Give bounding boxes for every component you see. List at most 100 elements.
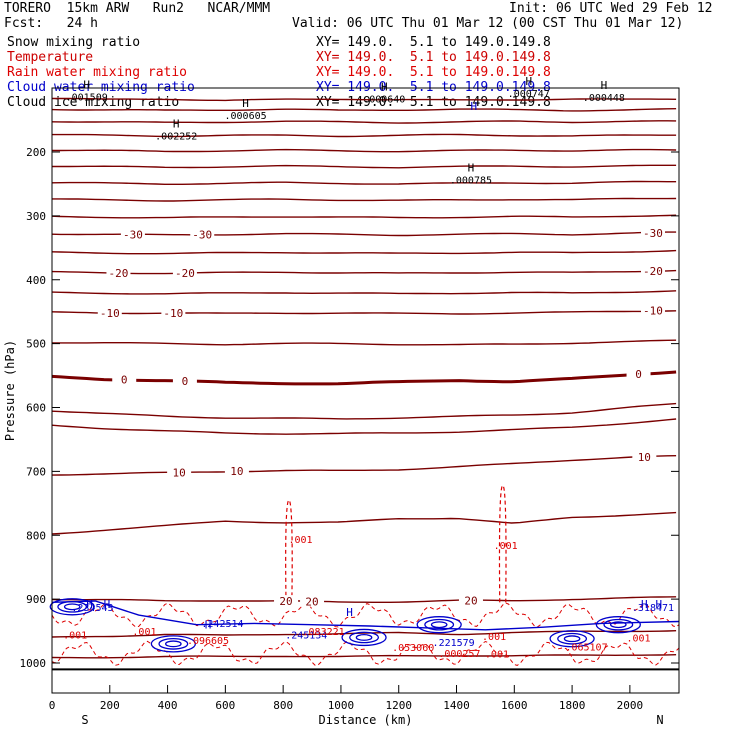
- x-tick-label: 1400: [443, 699, 470, 712]
- isotherm-label-bg: [300, 595, 325, 607]
- isotherm-label-bg: [640, 264, 665, 276]
- snow-max-marker: H: [173, 117, 180, 130]
- cloud-water-max-label: .242514: [201, 619, 243, 630]
- isotherm-line: [51, 511, 677, 535]
- isotherm-line: [51, 231, 677, 237]
- isotherm-line: [52, 197, 677, 202]
- cloud-water-max-label: .221579: [433, 638, 475, 649]
- isotherm-label-bg: [172, 375, 197, 387]
- cloud-water-cell: [609, 621, 627, 629]
- cloud-water-cell: [158, 637, 189, 650]
- x-tick-label: 1600: [501, 699, 528, 712]
- isotherm-label: 0: [121, 374, 128, 387]
- isotherm-label: 10: [638, 451, 651, 464]
- legend-field-extent: XY= 149.0. 5.1 to 149.0.149.8: [316, 50, 551, 65]
- rain-label: .001: [63, 630, 87, 641]
- snow-max-marker: H: [242, 97, 249, 110]
- x-tick-label: 800: [273, 699, 293, 712]
- y-tick-label: 700: [26, 465, 46, 478]
- cloud-water-max-label: .318471: [632, 603, 674, 614]
- y-tick-label: 400: [26, 274, 46, 287]
- isotherm-label-bg: [112, 373, 137, 385]
- valid-time: Valid: 06 UTC Thu 01 Mar 12 (00 CST Thu …: [292, 16, 684, 31]
- y-tick-label: 900: [26, 593, 46, 606]
- isotherm-label: -10: [100, 307, 120, 320]
- rain-contour: [51, 602, 680, 628]
- rain-label: .065107: [565, 642, 607, 653]
- y-tick-label: 800: [26, 529, 46, 542]
- x-tick-label: 1000: [328, 699, 355, 712]
- isotherm-label: 10: [173, 466, 186, 479]
- snow-max-marker: H: [525, 75, 532, 88]
- isotherm-label: 0: [635, 368, 642, 381]
- y-tick-label: 600: [26, 402, 46, 415]
- snow-max-label: .002252: [155, 131, 197, 142]
- cloud-water-layer: [49, 598, 680, 653]
- cloud-water-cell: [557, 632, 588, 645]
- x-tick-label: 600: [215, 699, 235, 712]
- isotherm-line: [51, 402, 677, 420]
- rain-label: .001: [485, 649, 509, 660]
- cloud-water-cell: [150, 635, 197, 653]
- cloud-water-cell: [57, 600, 88, 613]
- isotherm-label-bg: [632, 450, 657, 462]
- isotherm-label-bg: [274, 595, 299, 607]
- isotherm-label-bg: [106, 266, 131, 278]
- cloud-water-cell: [49, 598, 95, 616]
- snow-max-label: .000448: [583, 93, 625, 104]
- rain-spike: [285, 499, 293, 596]
- rain-label: .083221: [303, 627, 345, 638]
- snow-max-label: .000605: [225, 111, 267, 122]
- isotherm-line: [51, 290, 677, 295]
- y-tick-label: 500: [26, 338, 46, 351]
- isotherm-label: 10: [230, 465, 243, 478]
- isotherm-line: [52, 148, 677, 153]
- snow-max-label: .000640: [363, 94, 405, 105]
- cloud-water-max-label: .234543: [71, 603, 113, 614]
- isotherm-label: -10: [643, 305, 663, 318]
- cloud-water-cell: [424, 618, 455, 631]
- isotherm-layer: [51, 97, 679, 671]
- snow-max-marker: H: [468, 161, 475, 174]
- cloud-water-cell: [563, 635, 581, 643]
- x-tick-label: 2000: [617, 699, 644, 712]
- x-tick-label: 1200: [385, 699, 412, 712]
- isotherm-label-bg: [190, 228, 215, 240]
- south-end-label: S: [81, 713, 88, 727]
- isotherm-line: [52, 339, 677, 346]
- isotherm-label: -30: [192, 229, 212, 242]
- rain-label: .001: [494, 541, 518, 552]
- isotherm-line: [51, 455, 677, 476]
- max-marker: H: [655, 598, 662, 611]
- rain-label: .096605: [187, 636, 229, 647]
- isotherm-label: -20: [175, 267, 195, 280]
- isotherm-line: [51, 596, 677, 603]
- max-marker: H: [205, 619, 212, 632]
- isotherm-label: -30: [643, 227, 663, 240]
- isotherm-label-bg: [167, 466, 192, 478]
- x-tick-label: 1800: [559, 699, 586, 712]
- snow-max-label: .001509: [66, 92, 108, 103]
- model-title: TORERO 15km ARW Run2 NCAR/MMM: [4, 1, 271, 16]
- isotherm-label-bg: [640, 226, 665, 238]
- isotherm-label-bg: [120, 228, 145, 240]
- x-tick-label: 400: [158, 699, 178, 712]
- cloud-water-cell: [355, 634, 373, 641]
- rain-label: .000257: [438, 649, 480, 660]
- snow-max-marker: H: [601, 79, 608, 92]
- snow-max-label: .000747: [508, 89, 550, 100]
- isotherm-line: [51, 249, 677, 255]
- isotherm-line: [51, 654, 677, 659]
- contour-label-layer: -30 -30 -30 -20 -20 -20 -10 -10 -10 0 0 0 10 10 10 20 20…: [63, 75, 674, 660]
- legend-field-extent: XY= 149.0. 5.1 to 149.0.149.8: [316, 65, 551, 80]
- isotherm-label-bg: [97, 306, 122, 318]
- isotherm-label-bg: [640, 304, 665, 316]
- legend-field-name: Rain water mixing ratio: [7, 65, 188, 80]
- init-time: Init: 06 UTC Wed 29 Feb 12: [509, 1, 713, 16]
- legend-field-extent: XY= 149.0. 5.1 to 149.0.149.8: [316, 35, 551, 50]
- cloud-water-cell: [165, 640, 182, 648]
- isotherm-label: -30: [123, 229, 143, 242]
- cloud-water-cell: [63, 603, 81, 611]
- isotherm-label-bg: [161, 307, 186, 319]
- legend-row: Snow mixing ratio XY= 149.0. 5.1 to 149.0…: [0, 36, 740, 50]
